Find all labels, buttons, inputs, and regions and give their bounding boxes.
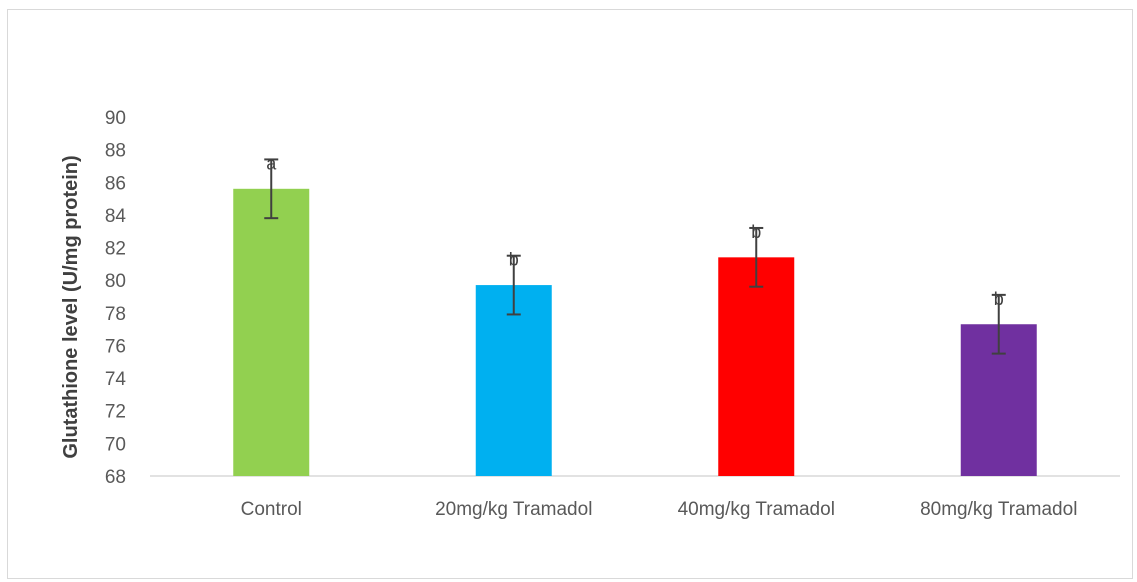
y-tick-label: 70 [105, 434, 126, 455]
y-tick-label: 74 [105, 369, 127, 390]
significance-label: b [994, 289, 1004, 309]
y-tick-label: 88 [105, 141, 126, 162]
significance-label: b [751, 222, 761, 242]
y-tick-label: 86 [105, 173, 126, 194]
y-axis-label: Glutathione level (U/mg protein) [60, 155, 82, 458]
significance-label: b [509, 250, 519, 270]
category-labels: Control 20mg/kg Tramadol 40mg/kg Tramadol 8… [241, 499, 1078, 520]
bar [475, 285, 552, 476]
y-axis-ticks: 68 70 72 74 76 78 80 82 84 86 88 90 [105, 108, 127, 488]
y-tick-label: 82 [105, 239, 126, 260]
error-bar [264, 158, 279, 220]
category-label: 80mg/kg Tramadol [920, 499, 1077, 520]
category-label: 40mg/kg Tramadol [678, 499, 835, 520]
y-tick-label: 68 [105, 467, 126, 488]
y-tick-label: 90 [105, 108, 126, 129]
bar [233, 188, 310, 477]
bars [233, 188, 1037, 477]
significance-label: a [266, 153, 277, 173]
error-bar [991, 293, 1006, 355]
error-bars [264, 158, 1006, 355]
y-tick-label: 84 [105, 206, 127, 227]
error-bar [749, 226, 764, 288]
y-tick-label: 72 [105, 402, 126, 423]
y-tick-label: 78 [105, 304, 126, 325]
chart-frame [7, 9, 1133, 579]
category-label: Control [241, 499, 302, 520]
bar [718, 257, 795, 476]
error-bar [506, 254, 521, 316]
y-tick-label: 80 [105, 271, 126, 292]
category-label: 20mg/kg Tramadol [435, 499, 592, 520]
significance-labels: a b b b [266, 153, 1004, 308]
y-tick-label: 76 [105, 336, 126, 357]
